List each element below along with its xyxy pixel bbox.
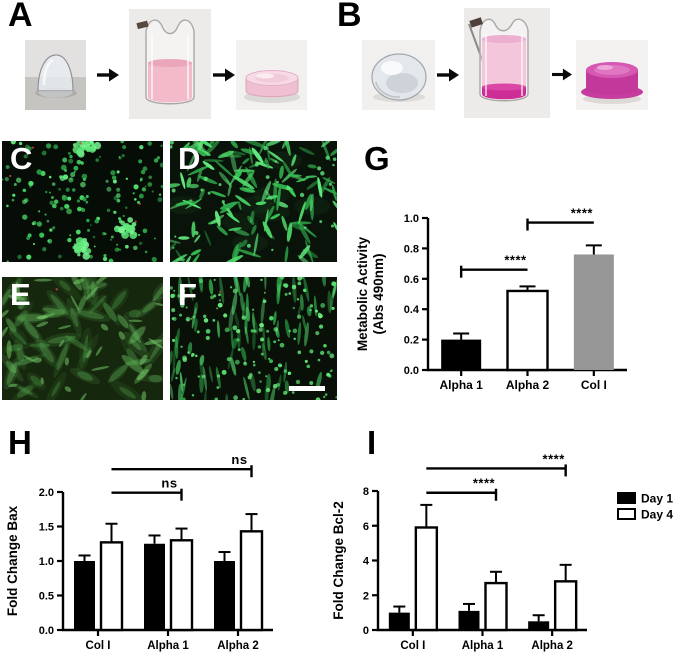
panel-label-i: I bbox=[367, 424, 377, 461]
arrow-right-icon bbox=[552, 67, 572, 82]
bar bbox=[239, 530, 264, 632]
panel-label-g: G bbox=[364, 140, 390, 177]
bar bbox=[484, 581, 508, 632]
bar bbox=[144, 543, 165, 630]
photo-insert-media-a bbox=[129, 9, 211, 119]
y-axis-title: Metabolic Activity bbox=[355, 236, 370, 351]
photo-gel-droplet-a bbox=[25, 40, 86, 110]
panel-label-h: H bbox=[8, 424, 32, 461]
y-tick-label: 0.5 bbox=[39, 591, 54, 603]
panel-label-b: B bbox=[337, 0, 362, 34]
y-tick-label: 2.0 bbox=[39, 487, 54, 499]
panel-label-e: E bbox=[10, 277, 31, 312]
panel-label-c: C bbox=[10, 141, 33, 176]
arrow-right-icon bbox=[213, 67, 235, 83]
micro-f-image bbox=[170, 277, 337, 400]
significance-label: **** bbox=[543, 451, 566, 466]
significance-label: **** bbox=[571, 206, 594, 221]
bar bbox=[388, 612, 410, 630]
micro-e-image bbox=[2, 277, 163, 400]
scale-bar bbox=[289, 386, 325, 391]
chart-fold-change-bcl2: 0 2 4 6 8 Col I Alpha 1 Alpha 2 **** **** Fold Cha… bbox=[330, 425, 673, 656]
micrograph-c: C bbox=[2, 141, 163, 262]
bar bbox=[214, 561, 235, 630]
chart-H-svg: 0.0 0.5 1.0 1.5 2.0 Col I Alpha 1 Alpha 2 ns ns Fo… bbox=[5, 452, 273, 652]
y-tick-label: 0.2 bbox=[404, 335, 419, 347]
arrow-right-icon bbox=[437, 67, 459, 83]
x-category-label: Alpha 1 bbox=[439, 378, 483, 392]
photo-pink-gel-disc-a bbox=[236, 40, 307, 110]
x-category-label: Alpha 2 bbox=[506, 378, 550, 392]
y-axis-title: Fold Change Bax bbox=[5, 505, 20, 616]
y-tick-label: 0.8 bbox=[404, 243, 419, 255]
chart-fold-change-bax: 0.0 0.5 1.0 1.5 2.0 Col I Alpha 1 Alpha 2 ns ns Fo… bbox=[0, 425, 340, 656]
significance-label: ns bbox=[161, 476, 177, 491]
y-tick-label: 0.0 bbox=[404, 365, 419, 377]
chart-I-svg: 0 2 4 6 8 Col I Alpha 1 Alpha 2 **** **** Fold Cha… bbox=[331, 451, 673, 652]
y-tick-label: 1.0 bbox=[39, 556, 54, 568]
panel-label-d: D bbox=[178, 141, 201, 176]
photo-insert-media-b bbox=[464, 8, 550, 118]
legend-label: Day 1 bbox=[641, 492, 673, 506]
legend-swatch bbox=[617, 508, 636, 520]
micro-d-image bbox=[170, 141, 337, 262]
photo-gel-droplet-b bbox=[362, 40, 435, 110]
photo-magenta-gel-disc-b bbox=[576, 40, 648, 110]
y-axis-title: (Abs 490nm) bbox=[371, 253, 386, 334]
micrograph-d: D bbox=[170, 141, 337, 262]
arrow-right-icon bbox=[97, 67, 119, 83]
bar bbox=[441, 339, 482, 370]
micrograph-f: F bbox=[170, 277, 337, 400]
legend-swatch bbox=[617, 492, 636, 504]
legend-label: Day 4 bbox=[641, 508, 673, 522]
y-tick-label: 1.0 bbox=[404, 213, 419, 225]
y-tick-label: 2 bbox=[363, 590, 369, 602]
micro-c-image bbox=[2, 141, 163, 262]
panel-label-a: A bbox=[8, 0, 33, 34]
panel-label-f: F bbox=[178, 277, 197, 312]
y-tick-label: 4 bbox=[363, 556, 370, 568]
y-tick-label: 8 bbox=[363, 486, 369, 498]
y-tick-label: 1.5 bbox=[39, 522, 54, 534]
chart-G-svg: 0.0 0.2 0.4 0.6 0.8 1.0 Alpha 1 Alpha 2 Col I ***… bbox=[355, 206, 627, 392]
x-category-label: Col I bbox=[581, 378, 607, 392]
x-category-label: Alpha 2 bbox=[531, 640, 573, 652]
x-category-label: Alpha 1 bbox=[147, 640, 189, 652]
bar bbox=[74, 561, 95, 630]
bar bbox=[573, 254, 614, 370]
significance-label: ns bbox=[231, 452, 247, 467]
bar bbox=[553, 580, 578, 632]
significance-label: **** bbox=[473, 476, 496, 491]
significance-label: **** bbox=[504, 253, 527, 268]
bar bbox=[99, 541, 124, 632]
micrograph-e: E bbox=[2, 277, 163, 400]
x-category-label: Col I bbox=[86, 640, 111, 652]
bar bbox=[458, 610, 480, 630]
y-tick-label: 0 bbox=[363, 625, 369, 637]
x-category-label: Alpha 2 bbox=[217, 640, 259, 652]
bar bbox=[506, 289, 549, 372]
bar bbox=[414, 526, 439, 632]
y-tick-label: 0.0 bbox=[39, 625, 54, 637]
y-tick-label: 0.6 bbox=[404, 274, 419, 286]
bar bbox=[528, 621, 550, 630]
x-category-label: Alpha 1 bbox=[462, 640, 504, 652]
chart-metabolic-activity: 0.0 0.2 0.4 0.6 0.8 1.0 Alpha 1 Alpha 2 Col I ***… bbox=[355, 140, 673, 402]
x-category-label: Col I bbox=[400, 640, 425, 652]
bar bbox=[169, 539, 194, 632]
y-tick-label: 0.4 bbox=[404, 304, 420, 316]
y-tick-label: 6 bbox=[363, 521, 369, 533]
y-axis-title: Fold Change Bcl-2 bbox=[331, 501, 346, 620]
